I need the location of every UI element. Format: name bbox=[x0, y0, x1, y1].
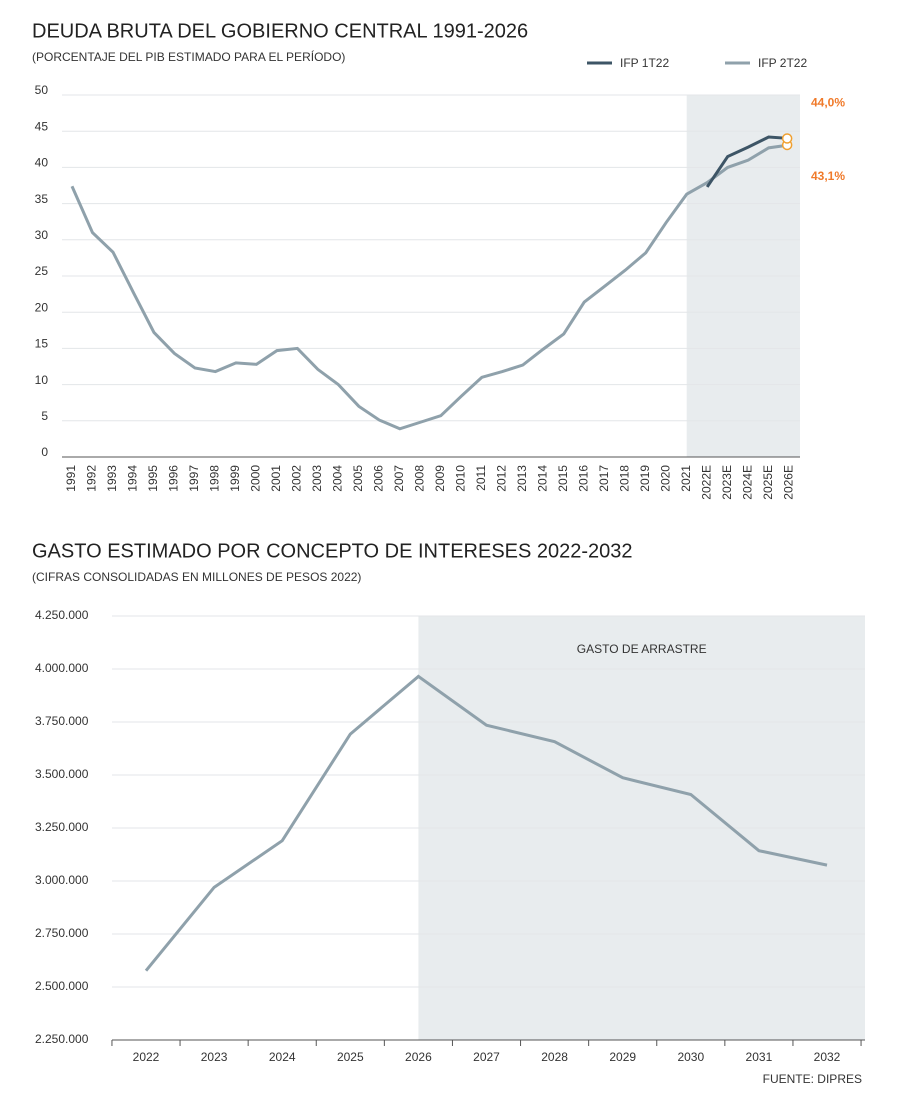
x-tick-label: 2028 bbox=[541, 1050, 568, 1064]
legend-label: IFP 1T22 bbox=[620, 56, 669, 70]
x-tick-label: 2010 bbox=[453, 465, 467, 492]
y-tick-label: 15 bbox=[35, 337, 49, 351]
x-tick-label: 2016 bbox=[576, 465, 590, 492]
x-tick-label: 1994 bbox=[126, 465, 140, 492]
y-tick-label: 3.000.000 bbox=[35, 873, 89, 887]
chart-subtitle: (PORCENTAJE DEL PIB ESTIMADO PARA EL PER… bbox=[32, 49, 345, 64]
x-tick-label: 2013 bbox=[515, 465, 529, 492]
x-tick-label: 2007 bbox=[392, 465, 406, 492]
y-tick-label: 3.750.000 bbox=[35, 714, 89, 728]
y-tick-label: 25 bbox=[35, 264, 49, 278]
y-tick-label: 10 bbox=[35, 373, 49, 387]
end-marker bbox=[781, 133, 793, 144]
x-tick-label: 1992 bbox=[85, 465, 99, 492]
y-tick-label: 2.750.000 bbox=[35, 926, 89, 940]
chart-title: GASTO ESTIMADO POR CONCEPTO DE INTERESES… bbox=[32, 540, 633, 562]
x-tick-label: 2030 bbox=[677, 1050, 704, 1064]
source: FUENTE: DIPRES bbox=[763, 1072, 862, 1086]
x-tick-label: 1993 bbox=[105, 465, 119, 492]
x-tick-label: 1999 bbox=[228, 465, 242, 492]
x-tick-label: 1996 bbox=[167, 465, 181, 492]
x-tick-label: 2008 bbox=[413, 465, 427, 492]
y-tick-label: 4.000.000 bbox=[35, 661, 89, 675]
x-tick-label: 1991 bbox=[64, 465, 78, 492]
x-tick-label: 2026E bbox=[781, 465, 795, 500]
x-tick-label: 2029 bbox=[609, 1050, 636, 1064]
x-tick-label: 2027 bbox=[473, 1050, 500, 1064]
y-tick-label: 4.250.000 bbox=[35, 608, 89, 622]
y-tick-label: 0 bbox=[41, 445, 48, 459]
x-tick-label: 2026 bbox=[405, 1050, 432, 1064]
x-tick-label: 2031 bbox=[746, 1050, 773, 1064]
x-tick-label: 2002 bbox=[290, 465, 304, 492]
x-tick-label: 2023 bbox=[201, 1050, 228, 1064]
x-tick-label: 2025 bbox=[337, 1050, 364, 1064]
y-tick-label: 3.500.000 bbox=[35, 767, 89, 781]
chart-subtitle: (CIFRAS CONSOLIDADAS EN MILLONES DE PESO… bbox=[32, 570, 361, 584]
y-tick-label: 35 bbox=[35, 192, 49, 206]
x-tick-label: 1997 bbox=[187, 465, 201, 492]
x-tick-label: 2025E bbox=[761, 465, 775, 500]
y-tick-label: 50 bbox=[35, 83, 49, 97]
chart-title: DEUDA BRUTA DEL GOBIERNO CENTRAL 1991-20… bbox=[32, 20, 528, 42]
x-tick-label: 2019 bbox=[638, 465, 652, 492]
y-tick-label: 40 bbox=[35, 156, 49, 170]
series-line bbox=[70, 143, 790, 431]
x-tick-label: 2006 bbox=[372, 465, 386, 492]
y-tick-label: 20 bbox=[35, 300, 49, 314]
y-tick-label: 30 bbox=[35, 228, 49, 242]
x-tick-label: 2022 bbox=[133, 1050, 160, 1064]
x-tick-label: 2021 bbox=[679, 465, 693, 492]
x-tick-label: 2003 bbox=[310, 465, 324, 492]
x-tick-label: 1995 bbox=[146, 465, 160, 492]
x-tick-label: 2014 bbox=[535, 465, 549, 492]
x-tick-label: 2011 bbox=[474, 465, 488, 491]
x-tick-label: 2004 bbox=[331, 465, 345, 492]
y-tick-label: 2.250.000 bbox=[35, 1032, 89, 1046]
y-tick-label: 45 bbox=[35, 119, 49, 133]
legend-label: IFP 2T22 bbox=[758, 56, 807, 70]
x-tick-label: 2020 bbox=[658, 465, 672, 492]
x-tick-label: 2000 bbox=[249, 465, 263, 492]
y-tick-label: 3.250.000 bbox=[35, 820, 89, 834]
x-tick-label: 2009 bbox=[433, 465, 447, 492]
x-tick-label: 2022E bbox=[699, 465, 713, 500]
x-tick-label: 2032 bbox=[814, 1050, 841, 1064]
x-tick-label: 2024 bbox=[269, 1050, 296, 1064]
x-tick-label: 2005 bbox=[351, 465, 365, 492]
value-label: 43,1% bbox=[811, 169, 845, 183]
x-tick-label: 2015 bbox=[556, 465, 570, 492]
x-tick-label: 2024E bbox=[740, 465, 754, 500]
series-line bbox=[144, 674, 828, 972]
y-tick-label: 2.500.000 bbox=[35, 979, 89, 993]
x-tick-label: 1998 bbox=[208, 465, 222, 492]
x-tick-label: 2001 bbox=[269, 465, 283, 492]
x-tick-label: 2012 bbox=[494, 465, 508, 492]
series-line bbox=[705, 135, 790, 188]
value-label: 44,0% bbox=[811, 96, 845, 110]
y-tick-label: 5 bbox=[41, 409, 48, 423]
x-tick-label: 2017 bbox=[597, 465, 611, 492]
annotation: GASTO DE ARRASTRE bbox=[577, 642, 707, 656]
x-tick-label: 2023E bbox=[720, 465, 734, 500]
x-tick-label: 2018 bbox=[617, 465, 631, 492]
